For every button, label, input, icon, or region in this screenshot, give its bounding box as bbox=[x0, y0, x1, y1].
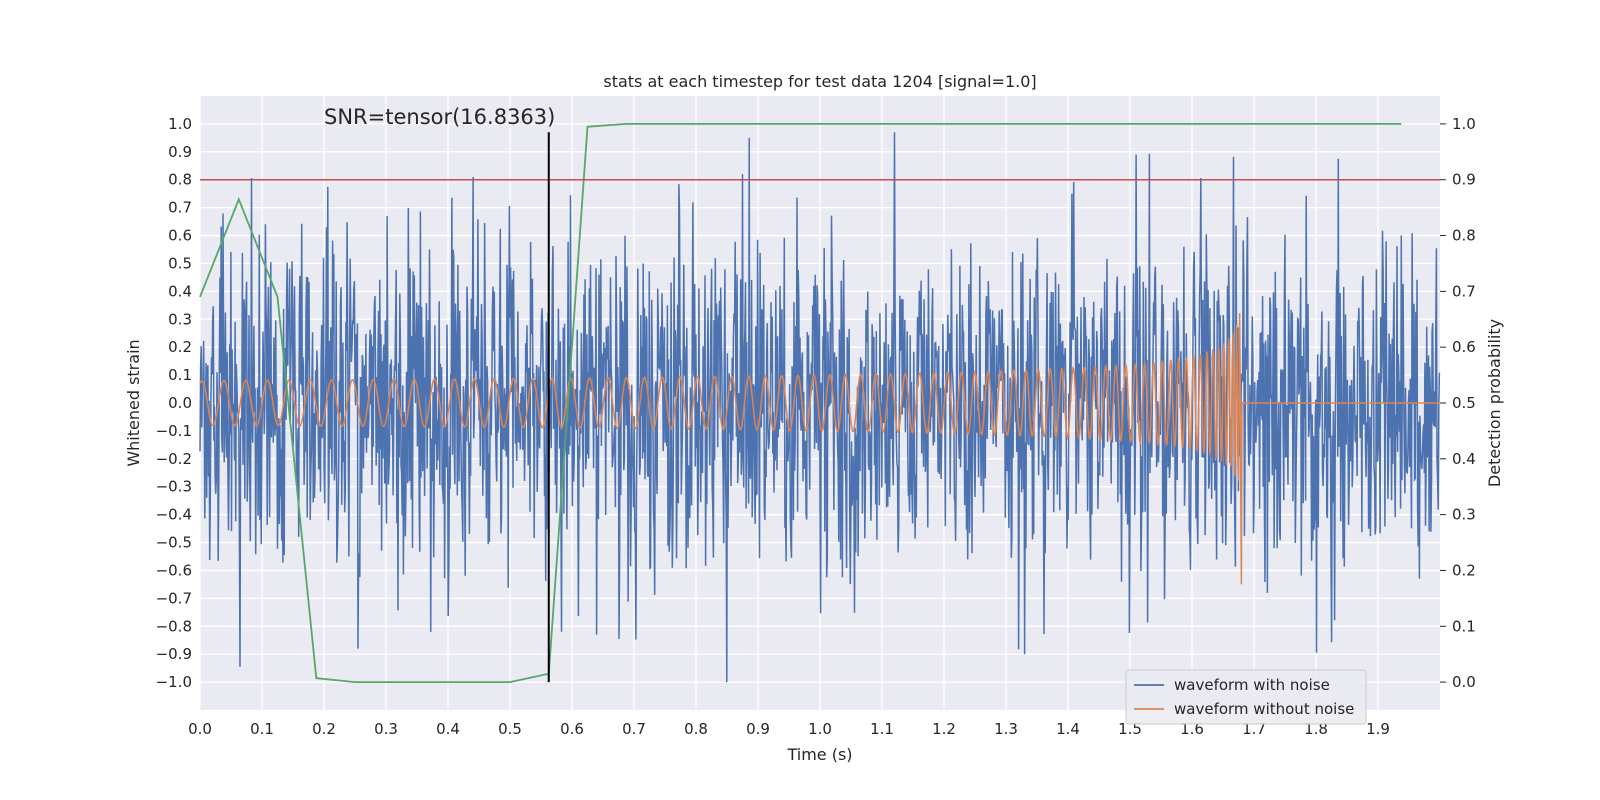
x-tick-label: 1.4 bbox=[1056, 720, 1080, 738]
y-tick-label: −0.2 bbox=[156, 450, 192, 468]
detection-probability-line bbox=[199, 123, 1402, 683]
right-tick-label: 0.3 bbox=[1452, 506, 1476, 524]
right-y-axis-label: Detection probability bbox=[1485, 319, 1504, 487]
x-tick-label: 0.1 bbox=[250, 720, 274, 738]
legend-label-clean: waveform without noise bbox=[1174, 700, 1354, 718]
y-tick-label: 0.7 bbox=[168, 199, 192, 217]
x-axis-label: Time (s) bbox=[786, 745, 852, 764]
y-tick-label: 0.2 bbox=[168, 338, 192, 356]
y-tick-label: −0.3 bbox=[156, 478, 192, 496]
x-tick-label: 0.8 bbox=[684, 720, 708, 738]
y-tick-label: 0.3 bbox=[168, 310, 192, 328]
x-tick-label: 0.4 bbox=[436, 720, 460, 738]
y-axis-label: Whitened strain bbox=[124, 339, 143, 466]
right-axis-ticks: 0.0 0.1 0.2 0.3 0.4 0.5 0.6 0.7 0.8 0.9 1.0 bbox=[1440, 115, 1476, 691]
right-tick-label: 0.7 bbox=[1452, 282, 1476, 300]
right-tick-label: 0.6 bbox=[1452, 338, 1476, 356]
left-axis-ticks: −1.0 −0.9 −0.8 −0.7 −0.6 −0.5 −0.4 −0.3 −0.2 −0.1… bbox=[156, 115, 192, 691]
y-tick-label: −0.1 bbox=[156, 422, 192, 440]
waveform-without-noise-line bbox=[199, 312, 1440, 585]
x-tick-label: 1.1 bbox=[870, 720, 894, 738]
x-tick-label: 0.2 bbox=[312, 720, 336, 738]
y-tick-label: −0.8 bbox=[156, 617, 192, 635]
y-tick-label: 0.5 bbox=[168, 254, 192, 272]
x-tick-label: 0.6 bbox=[560, 720, 584, 738]
snr-annotation: SNR=tensor(16.8363) bbox=[324, 105, 555, 129]
x-tick-label: 1.3 bbox=[994, 720, 1018, 738]
y-tick-label: 1.0 bbox=[168, 115, 192, 133]
x-tick-label: 1.2 bbox=[932, 720, 956, 738]
right-tick-label: 0.2 bbox=[1452, 561, 1476, 579]
y-tick-label: 0.6 bbox=[168, 227, 192, 245]
x-tick-label: 0.0 bbox=[188, 720, 212, 738]
right-tick-label: 0.5 bbox=[1452, 394, 1476, 412]
x-tick-label: 0.3 bbox=[374, 720, 398, 738]
x-tick-label: 0.7 bbox=[622, 720, 646, 738]
right-tick-label: 0.9 bbox=[1452, 171, 1476, 189]
right-tick-label: 0.8 bbox=[1452, 227, 1476, 245]
legend-label-noise: waveform with noise bbox=[1174, 676, 1330, 694]
y-tick-label: −0.9 bbox=[156, 645, 192, 663]
y-tick-label: −0.5 bbox=[156, 534, 192, 552]
legend: waveform with noise waveform without noi… bbox=[1125, 669, 1367, 725]
y-tick-label: −1.0 bbox=[156, 673, 192, 691]
y-tick-label: 0.9 bbox=[168, 143, 192, 161]
right-tick-label: 0.1 bbox=[1452, 617, 1476, 635]
y-tick-label: 0.1 bbox=[168, 366, 192, 384]
right-tick-label: 0.0 bbox=[1452, 673, 1476, 691]
plot-lines bbox=[199, 123, 1441, 683]
y-tick-label: −0.6 bbox=[156, 561, 192, 579]
x-tick-label: 1.0 bbox=[808, 720, 832, 738]
y-tick-label: −0.4 bbox=[156, 506, 192, 524]
y-tick-label: 0.4 bbox=[168, 282, 192, 300]
y-tick-label: 0.8 bbox=[168, 171, 192, 189]
y-tick-label: −0.7 bbox=[156, 589, 192, 607]
chart-title: stats at each timestep for test data 120… bbox=[603, 72, 1036, 91]
x-tick-label: 1.9 bbox=[1366, 720, 1390, 738]
x-tick-label: 0.5 bbox=[498, 720, 522, 738]
right-tick-label: 0.4 bbox=[1452, 450, 1476, 468]
x-tick-label: 0.9 bbox=[746, 720, 770, 738]
legend-box bbox=[1125, 669, 1367, 725]
right-tick-label: 1.0 bbox=[1452, 115, 1476, 133]
y-tick-label: 0.0 bbox=[168, 394, 192, 412]
